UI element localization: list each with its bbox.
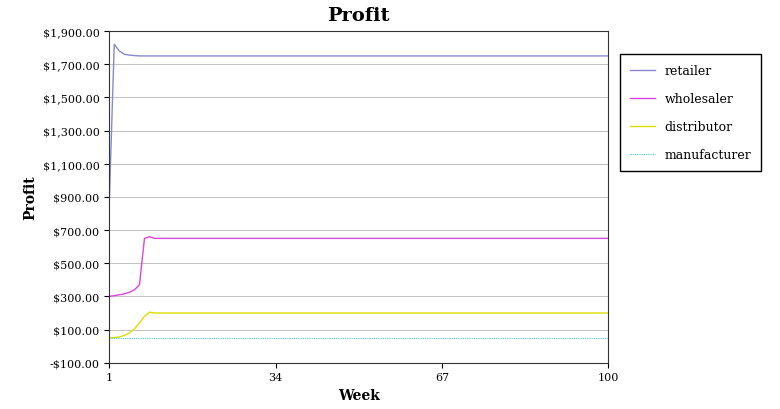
wholesaler xyxy=(205,236,215,241)
manufacturer xyxy=(221,336,230,341)
distributor xyxy=(583,311,593,316)
distributor xyxy=(407,311,417,316)
distributor xyxy=(145,310,154,315)
retailer xyxy=(407,54,417,59)
distributor xyxy=(205,311,215,316)
retailer xyxy=(225,54,235,59)
distributor xyxy=(604,311,613,316)
wholesaler xyxy=(407,236,417,241)
distributor xyxy=(225,311,235,316)
wholesaler xyxy=(569,236,578,241)
Legend: retailer, wholesaler, distributor, manufacturer: retailer, wholesaler, distributor, manuf… xyxy=(619,55,761,171)
retailer xyxy=(205,54,215,59)
Y-axis label: Profit: Profit xyxy=(23,175,37,220)
manufacturer xyxy=(402,336,411,341)
distributor xyxy=(105,336,114,341)
Line: retailer: retailer xyxy=(109,45,608,206)
retailer xyxy=(105,203,114,208)
manufacturer xyxy=(105,336,114,341)
retailer xyxy=(604,54,613,59)
retailer xyxy=(109,43,119,48)
wholesaler xyxy=(367,236,376,241)
wholesaler xyxy=(105,294,114,299)
wholesaler xyxy=(583,236,593,241)
manufacturer xyxy=(362,336,371,341)
distributor xyxy=(569,311,578,316)
wholesaler xyxy=(145,235,154,240)
Title: Profit: Profit xyxy=(328,7,390,25)
Line: distributor: distributor xyxy=(109,312,608,338)
retailer xyxy=(569,54,578,59)
manufacturer xyxy=(579,336,588,341)
manufacturer xyxy=(604,336,613,341)
manufacturer xyxy=(563,336,573,341)
retailer xyxy=(583,54,593,59)
manufacturer xyxy=(200,336,210,341)
wholesaler xyxy=(225,236,235,241)
distributor xyxy=(367,311,376,316)
Line: wholesaler: wholesaler xyxy=(109,237,608,297)
retailer xyxy=(367,54,376,59)
X-axis label: Week: Week xyxy=(338,388,380,402)
wholesaler xyxy=(604,236,613,241)
